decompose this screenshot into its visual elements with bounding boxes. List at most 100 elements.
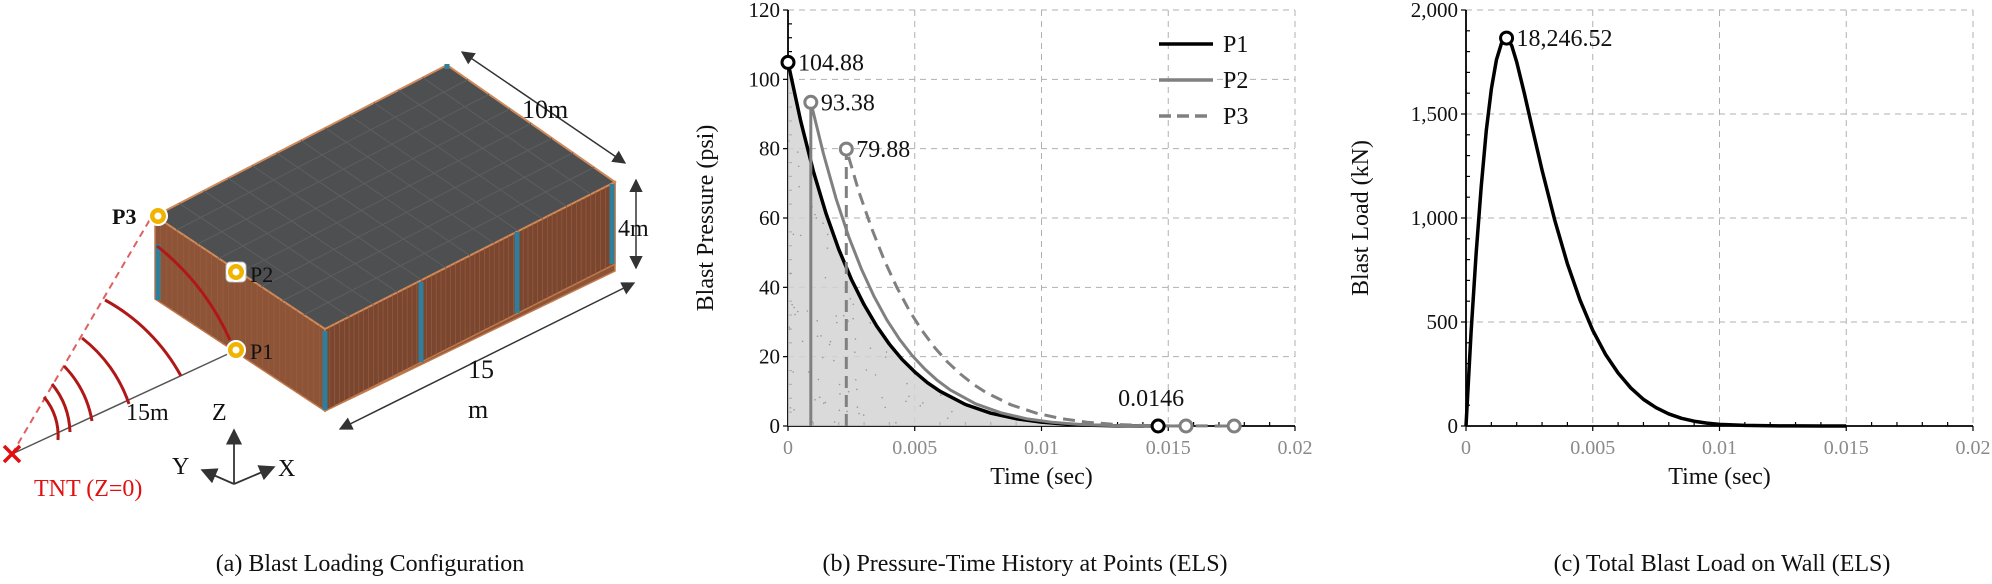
y-tick-label: 500 <box>1427 310 1459 334</box>
shade-dot <box>791 304 793 306</box>
shade-dot <box>825 277 827 279</box>
shade-dot <box>922 402 924 404</box>
y-tick-label: 100 <box>749 67 781 91</box>
data-point-marker <box>840 143 852 155</box>
x-tick-label: 0 <box>1461 437 1471 459</box>
y-tick-label: 0 <box>770 414 781 438</box>
data-point-marker <box>1180 420 1192 432</box>
shade-dot <box>814 399 816 401</box>
shade-dot <box>793 409 795 411</box>
shade-dot <box>905 400 907 402</box>
axis-x-label: X <box>278 456 295 482</box>
data-point-marker <box>1501 32 1513 44</box>
shade-dot <box>817 335 819 337</box>
shade-dot <box>830 341 832 343</box>
shade-dot <box>849 298 851 300</box>
shade-dot <box>814 214 816 216</box>
shade-dot <box>822 357 824 359</box>
shade-dot <box>863 414 865 416</box>
shade-dot <box>808 371 810 373</box>
tnt-cross-icon <box>4 446 20 462</box>
shade-dot <box>858 413 860 415</box>
panel-b-caption: (b) Pressure-Time History at Points (ELS… <box>822 551 1227 577</box>
axis-z-label: Z <box>212 400 227 426</box>
shade-dot <box>794 314 796 316</box>
shade-dot <box>852 318 854 320</box>
figure-canvas: 10m 4m 15 m 15m P3 P2 <box>0 0 1992 584</box>
shade-dot <box>818 379 820 381</box>
shade-dot <box>798 186 800 188</box>
width-dimension-label: 10m <box>522 95 568 124</box>
blast-configuration-diagram: 10m 4m 15 m 15m P3 P2 <box>4 52 649 577</box>
shade-dot <box>802 341 804 343</box>
standoff-distance-label: 15m <box>126 400 169 426</box>
shade-dot <box>885 356 887 358</box>
shade-dot <box>807 310 809 312</box>
shade-dot <box>870 322 872 324</box>
y-tick-label: 60 <box>759 206 780 230</box>
shade-dot <box>792 371 794 373</box>
x-axis-title: Time (sec) <box>990 464 1092 490</box>
shade-dot <box>827 247 829 249</box>
shade-dot <box>908 396 910 398</box>
shade-dot <box>854 351 856 353</box>
shade-dot <box>788 140 790 142</box>
y-tick-label: 0 <box>1448 414 1459 438</box>
x-tick-label: 0.02 <box>1956 437 1991 459</box>
data-point-label: 104.88 <box>798 50 864 76</box>
data-point-label: 93.38 <box>821 90 875 116</box>
length-dimension-label: 15 <box>468 355 494 384</box>
shade-dot <box>884 406 886 408</box>
shade-dot <box>823 403 825 405</box>
shade-dot <box>951 411 953 413</box>
shade-dot <box>839 384 841 386</box>
data-point-marker <box>805 96 817 108</box>
shade-dot <box>870 347 872 349</box>
shade-dot <box>875 374 877 376</box>
y-axis-title: Blast Load (kN) <box>1348 140 1374 296</box>
shade-dot <box>839 393 841 395</box>
shade-dot <box>836 322 838 324</box>
shade-dot <box>835 315 837 317</box>
shade-dot <box>797 311 799 313</box>
point-p3-label: P3 <box>112 204 136 229</box>
y-tick-label: 2,000 <box>1411 0 1458 22</box>
shade-dot <box>790 407 792 409</box>
shade-dot <box>798 165 800 167</box>
shade-dot <box>827 234 829 236</box>
shade-dot <box>790 273 792 275</box>
shade-dot <box>793 234 795 236</box>
x-tick-label: 0 <box>783 437 793 459</box>
pressure-time-chart: 0 0.005 0.01 0.015 0.02 0 20 40 60 80 100 120 Time (… <box>693 0 1313 490</box>
shade-dot <box>857 406 859 408</box>
data-point-marker <box>782 56 794 68</box>
shade-dot <box>789 328 791 330</box>
height-dimension-label: 4m <box>618 216 649 242</box>
shade-dot <box>797 151 799 153</box>
shade-dot <box>839 409 841 411</box>
shade-dot <box>855 379 857 381</box>
shade-dot <box>793 307 795 309</box>
shade-dot <box>919 405 921 407</box>
shade-dot <box>800 235 802 237</box>
y-tick-label: 80 <box>759 137 780 161</box>
y-tick-label: 1,000 <box>1411 206 1458 230</box>
shade-dot <box>895 422 897 424</box>
shade-dot <box>788 326 790 328</box>
y-tick-label: 1,500 <box>1411 102 1458 126</box>
legend-label: P2 <box>1223 68 1248 94</box>
shade-dot <box>881 397 883 399</box>
panel-a-caption: (a) Blast Loading Configuration <box>216 551 525 577</box>
shade-dot <box>819 396 821 398</box>
point-p1-label: P1 <box>250 339 273 364</box>
data-point-label: 18,246.52 <box>1517 26 1613 52</box>
axis-y-label: Y <box>172 454 189 480</box>
shade-dot <box>947 417 949 419</box>
shade-dot <box>822 222 824 224</box>
x-tick-label: 0.01 <box>1702 437 1737 459</box>
shade-dot <box>852 303 854 305</box>
total-load-chart: 0 0.005 0.01 0.015 0.0205001,0001,5002,000Ti… <box>1348 0 1991 490</box>
data-point-label: 79.88 <box>856 137 910 163</box>
shade-dot <box>886 351 888 353</box>
shade-dot <box>825 402 827 404</box>
